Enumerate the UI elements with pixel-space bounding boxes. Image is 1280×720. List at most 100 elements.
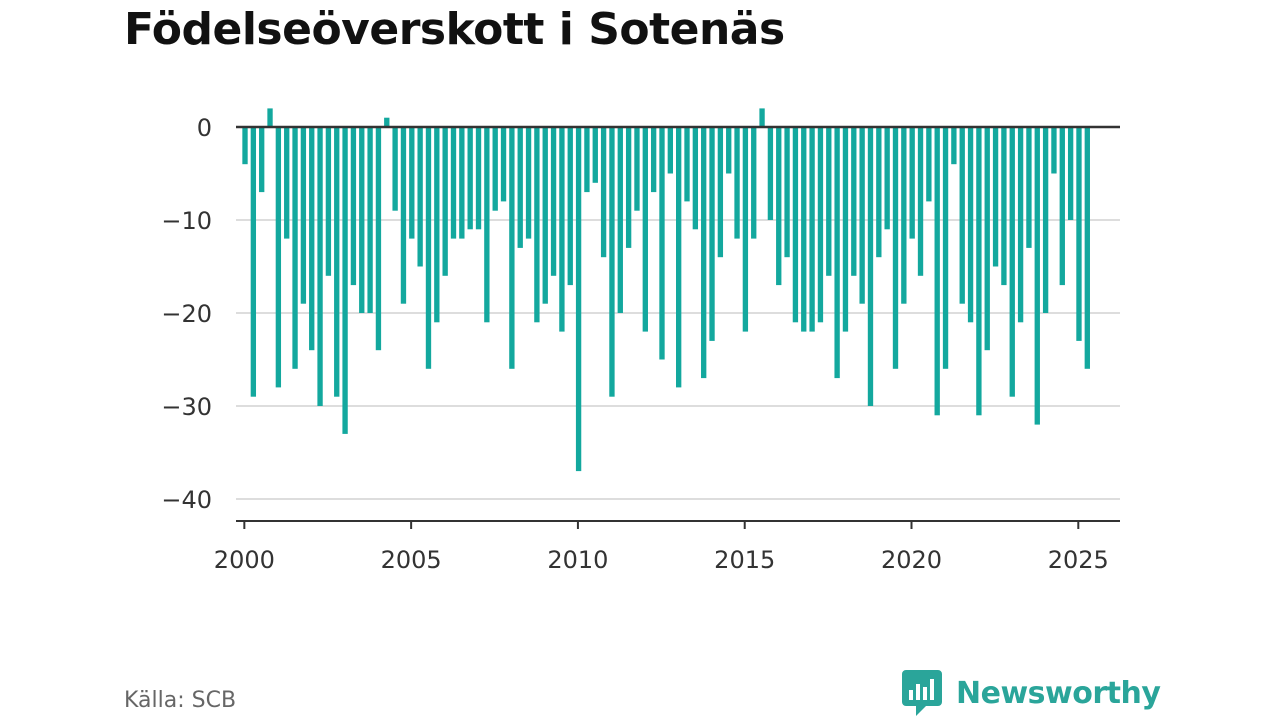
bar [592, 127, 598, 183]
y-tick-label: −30 [161, 393, 212, 421]
bar [509, 127, 515, 369]
axes [236, 125, 1120, 529]
bar [350, 127, 357, 286]
bar [275, 127, 282, 388]
x-tick-label: 2005 [381, 546, 442, 574]
bar [942, 127, 949, 369]
bar [684, 127, 690, 202]
bar [851, 127, 857, 276]
bar [609, 127, 615, 397]
bar [492, 127, 498, 211]
bar [625, 127, 632, 248]
bar [634, 127, 640, 211]
bar [267, 108, 273, 127]
bar [826, 127, 832, 276]
bar [400, 127, 407, 304]
bar [392, 127, 398, 211]
x-tick-label: 2015 [714, 546, 775, 574]
bar [450, 127, 457, 239]
bar [309, 127, 315, 351]
bar [442, 127, 448, 276]
x-tick-labels: 2000 2005 2010 2015 2020 2025 [214, 546, 1109, 574]
bar [367, 127, 373, 313]
bar [992, 127, 999, 267]
bar [300, 127, 307, 304]
bar [242, 127, 248, 165]
bars [242, 108, 1090, 472]
bar-chart: 0 −10 −20 −30 −40 2000 2005 2010 2015 2020 2025 [161, 108, 1120, 574]
bar [867, 127, 874, 406]
bar [567, 127, 573, 286]
bar [525, 127, 532, 239]
bar [484, 127, 490, 323]
bar [759, 108, 765, 127]
bar [892, 127, 899, 369]
bar [701, 127, 707, 379]
bar [1042, 127, 1049, 313]
bar [559, 127, 565, 332]
bar [575, 127, 582, 472]
bar [1001, 127, 1007, 286]
bar [459, 127, 465, 239]
bar [642, 127, 648, 332]
bar [951, 127, 957, 165]
bar [926, 127, 932, 202]
bar [884, 127, 890, 230]
brand-name: Newsworthy [956, 675, 1161, 711]
bar [901, 127, 907, 304]
bar [617, 127, 623, 313]
bar [667, 127, 673, 174]
x-tick-label: 2010 [547, 546, 608, 574]
bar [250, 127, 257, 397]
bar [425, 127, 432, 369]
bar [834, 127, 840, 379]
x-tick-label: 2020 [881, 546, 942, 574]
bar [384, 117, 390, 127]
bar [967, 127, 974, 323]
bar [317, 127, 323, 406]
bar [1051, 127, 1057, 174]
bar [1017, 127, 1024, 323]
y-tick-label: 0 [197, 114, 212, 142]
bar [776, 127, 782, 286]
bar [584, 127, 590, 193]
x-tick-label: 2025 [1048, 546, 1109, 574]
bar [325, 127, 332, 276]
bar [742, 127, 749, 332]
bar [817, 127, 824, 323]
bar [1034, 127, 1040, 425]
chart-title: Födelseöverskott i Sotenäs [124, 4, 785, 55]
bar [917, 127, 924, 276]
bar [600, 127, 607, 258]
bar [726, 127, 732, 174]
bar [259, 127, 265, 193]
bar [475, 127, 482, 230]
bar [500, 127, 507, 202]
bar [751, 127, 757, 239]
bar [1084, 127, 1090, 369]
bar [359, 127, 365, 313]
bar [1026, 127, 1032, 248]
bar [534, 127, 540, 323]
source-label: Källa: SCB [124, 688, 237, 713]
bar [334, 127, 340, 397]
bar [542, 127, 548, 304]
bar [1067, 127, 1074, 220]
bar [409, 127, 415, 239]
bar [842, 127, 849, 332]
bar [984, 127, 990, 351]
y-tick-label: −10 [161, 207, 212, 235]
bar [517, 127, 523, 248]
bar [709, 127, 715, 341]
bar [375, 127, 382, 351]
bar [909, 127, 915, 239]
bar [801, 127, 807, 332]
bar [734, 127, 740, 239]
bar [284, 127, 290, 239]
bar [976, 127, 982, 416]
bar [1009, 127, 1015, 397]
bar [767, 127, 774, 220]
newsworthy-chart-bubble-icon [902, 670, 942, 716]
bar [792, 127, 799, 323]
newsworthy-logo[interactable]: Newsworthy [902, 670, 1161, 716]
